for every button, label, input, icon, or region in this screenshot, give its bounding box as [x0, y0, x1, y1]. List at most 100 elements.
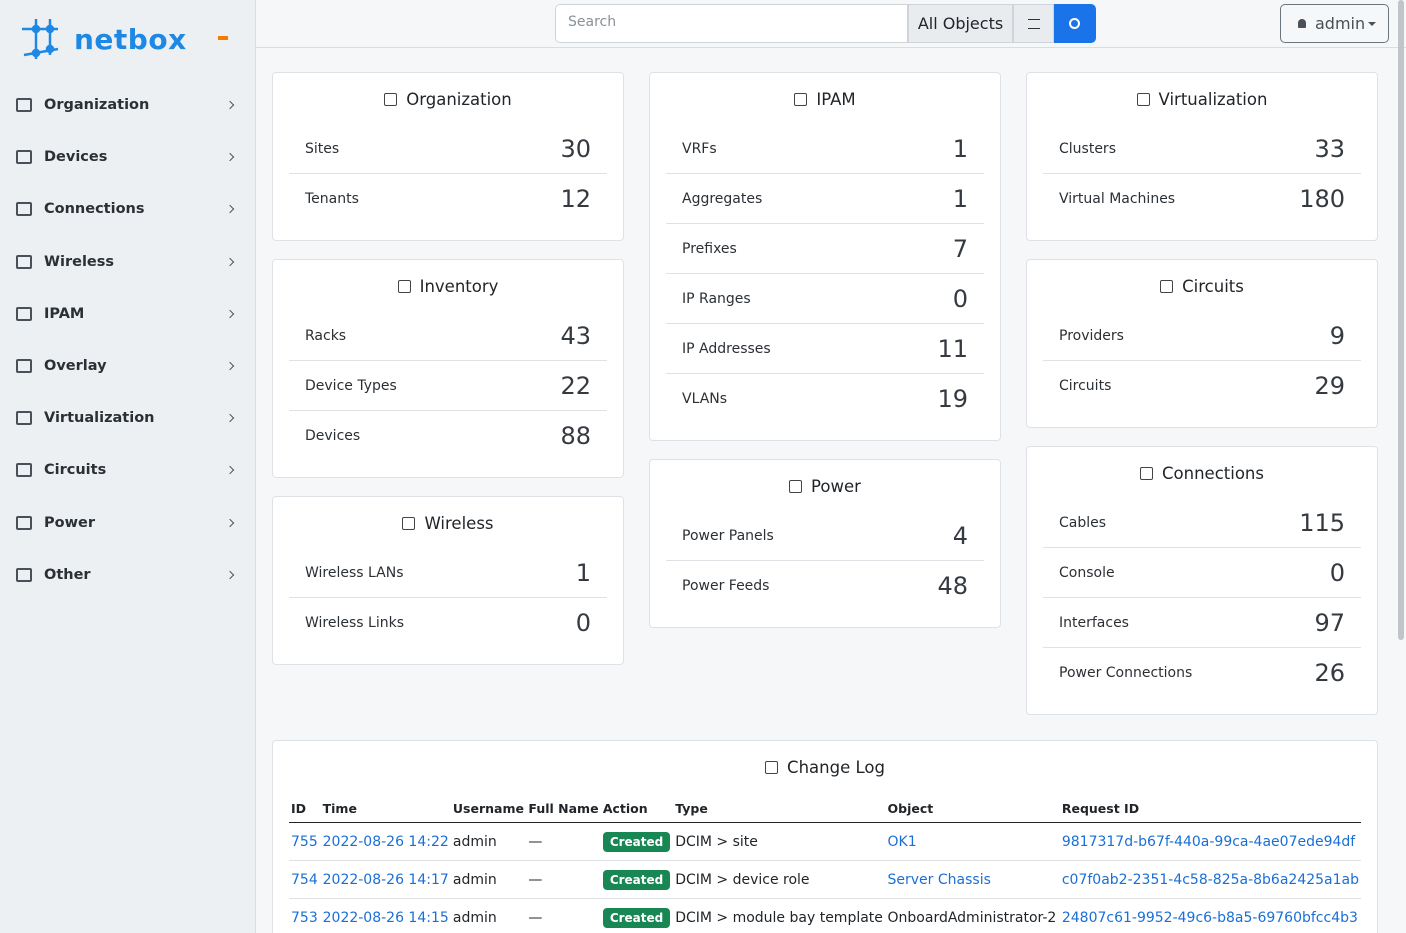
stat-row[interactable]: Wireless Links 0 — [289, 598, 607, 648]
scrollbar[interactable] — [1398, 0, 1404, 640]
changelog-link[interactable]: OK1 — [887, 833, 917, 850]
sidebar: netbox Organization Devices Connections Wir… — [0, 0, 256, 933]
card-icon — [397, 280, 411, 293]
chevron — [225, 361, 235, 371]
changelog-link[interactable]: c07f0ab2-2351-4c58-825a-8b6a2425a1ab — [1061, 871, 1359, 888]
changelog-cell: admin — [450, 860, 527, 899]
stat-label: Circuits — [1059, 378, 1112, 394]
menu: Organization Devices Connections Wireless IP… — [0, 79, 255, 601]
stat-row[interactable]: Providers 9 — [1043, 311, 1361, 361]
stat-row[interactable]: Power Panels 4 — [666, 511, 984, 561]
stat-count: 4 — [952, 521, 968, 550]
menu-label: Overlay — [44, 358, 107, 375]
stat-row[interactable]: Racks 43 — [289, 311, 607, 361]
stat-row[interactable]: Tenants 12 — [289, 174, 607, 224]
stat-count: 9 — [1329, 321, 1345, 350]
stat-row[interactable]: Device Types 22 — [289, 361, 607, 411]
stat-row[interactable]: VLANs 19 — [666, 374, 984, 424]
stat-row[interactable]: Devices 88 — [289, 411, 607, 461]
stat-count: 115 — [1299, 508, 1345, 537]
menu-item[interactable]: Overlay — [0, 340, 255, 392]
stat-row[interactable]: VRFs 1 — [666, 124, 984, 174]
changelog-title-text: Change Log — [787, 758, 885, 777]
changelog-link[interactable]: 753 — [291, 909, 318, 926]
changelog-link[interactable]: 9817317d-b67f-440a-99ca-4ae07ede94df — [1061, 833, 1356, 850]
changelog-row: 755 2022-08-26 14:22 admin — Created DCIM > s… — [289, 822, 1361, 861]
changelog-cell: DCIM > module bay template — [673, 898, 886, 933]
card-title: Inventory — [289, 260, 607, 311]
stat-count: 1 — [952, 134, 968, 163]
user-menu[interactable]: admin — [1280, 4, 1389, 43]
stat-row[interactable]: Power Connections 26 — [1043, 648, 1361, 698]
stat-label: Console — [1059, 564, 1115, 581]
filter-button[interactable] — [1013, 4, 1054, 43]
stat-count: 0 — [575, 609, 591, 637]
stat-row[interactable]: Console 0 — [1043, 548, 1361, 598]
stat-row[interactable]: IP Ranges 0 — [666, 274, 984, 324]
card-column: IPAM VRFs 1 Aggregates 1 Prefixes 7 IP Ranges 0 I… — [649, 72, 1001, 715]
menu-item[interactable]: Organization — [0, 79, 255, 131]
stat-row[interactable]: IP Addresses 11 — [666, 324, 984, 374]
object-filter[interactable]: All Objects — [908, 4, 1013, 43]
stat-label: Sites — [305, 140, 340, 157]
changelog-link[interactable]: 2022-08-26 14:15 — [322, 909, 449, 926]
stat-count: 0 — [952, 284, 968, 313]
stat-count: 97 — [1314, 608, 1345, 637]
card-title-text: Wireless — [424, 514, 494, 533]
stat-count: 48 — [937, 572, 968, 600]
menu-label: Virtualization — [44, 410, 155, 427]
menu-icon — [16, 306, 32, 321]
stat-row[interactable]: Virtual Machines 180 — [1043, 174, 1361, 224]
stat-row[interactable]: Aggregates 1 — [666, 174, 984, 224]
stat-row[interactable]: Prefixes 7 — [666, 224, 984, 274]
changelog-link[interactable]: 755 — [291, 833, 318, 850]
changelog-cell: OnboardAdministrator-2 — [885, 898, 1060, 933]
stat-row[interactable]: Cables 115 — [1043, 498, 1361, 548]
menu-item[interactable]: Connections — [0, 183, 255, 235]
changelog-link[interactable]: 2022-08-26 14:22 — [322, 833, 449, 850]
stat-count: 1 — [952, 184, 968, 213]
cell-text: DCIM > device role — [675, 871, 810, 888]
brand[interactable]: netbox — [16, 14, 187, 64]
stat-count: 11 — [937, 334, 968, 363]
stat-row[interactable]: Circuits 29 — [1043, 361, 1361, 411]
changelog-link[interactable]: 24807c61-9952-49c6-b8a5-69760bfcc4b3 — [1061, 909, 1358, 926]
stat-row[interactable]: Power Feeds 48 — [666, 561, 984, 611]
menu-label: Circuits — [44, 462, 107, 479]
stat-row[interactable]: Sites 30 — [289, 124, 607, 174]
changelog-link[interactable]: 754 — [291, 871, 318, 888]
pin-icon[interactable] — [218, 36, 228, 40]
stat-row[interactable]: Interfaces 97 — [1043, 598, 1361, 648]
menu-item[interactable]: Devices — [0, 131, 255, 183]
changelog-cell: — — [526, 898, 601, 933]
chevron — [225, 100, 235, 110]
card-column: Virtualization Clusters 33 Virtual Machines… — [1026, 72, 1378, 715]
menu-icon — [16, 202, 32, 217]
stat-count: 7 — [952, 234, 968, 263]
cell-text: — — [528, 833, 543, 850]
card-column: Organization Sites 30 Tenants 12 Inventory Rac… — [272, 72, 624, 715]
menu-item[interactable]: Virtualization — [0, 392, 255, 444]
search-input[interactable]: Search — [555, 4, 908, 43]
stat-label: Wireless LANs — [305, 564, 404, 581]
changelog-table: ID Time Username Full Name Action Type Object R… — [289, 797, 1361, 933]
logo — [22, 19, 59, 59]
card: Wireless Wireless LANs 1 Wireless Links 0 — [272, 496, 624, 665]
changelog-link[interactable]: Server Chassis — [887, 871, 991, 888]
menu-item[interactable]: Circuits — [0, 444, 255, 496]
changelog-link[interactable]: 2022-08-26 14:17 — [322, 871, 449, 888]
search-button[interactable] — [1054, 4, 1096, 43]
stat-row[interactable]: Wireless LANs 1 — [289, 548, 607, 598]
stat-count: 29 — [1314, 372, 1345, 400]
card-icon — [384, 93, 398, 106]
cell-text: admin — [452, 871, 497, 888]
changelog-cell: 9817317d-b67f-440a-99ca-4ae07ede94df — [1059, 822, 1361, 861]
menu-item[interactable]: Wireless — [0, 236, 255, 288]
menu-item[interactable]: Power — [0, 497, 255, 549]
menu-item[interactable]: IPAM — [0, 288, 255, 340]
changelog-cell: admin — [450, 822, 527, 861]
stat-label: Prefixes — [682, 240, 737, 257]
stat-row[interactable]: Clusters 33 — [1043, 124, 1361, 174]
menu-item[interactable]: Other — [0, 549, 255, 601]
stat-count: 30 — [560, 134, 591, 163]
